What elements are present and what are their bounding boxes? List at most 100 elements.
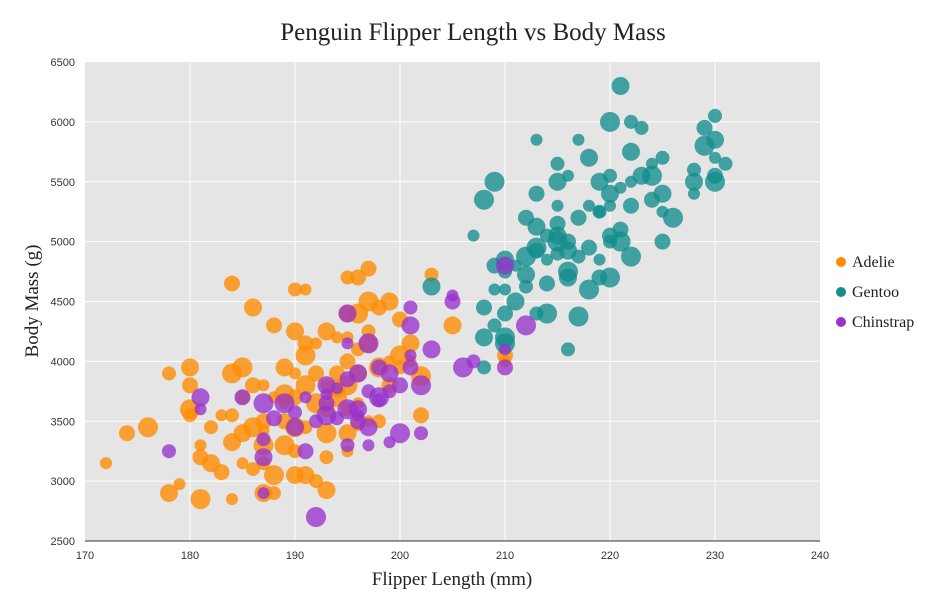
y-tick-label: 5500 (51, 177, 75, 189)
data-point-gentoo (562, 169, 574, 182)
data-point-gentoo (548, 172, 567, 191)
data-point-adelie (295, 345, 316, 366)
data-point-adelie (319, 450, 334, 465)
data-point-gentoo (488, 283, 501, 296)
data-point-adelie (245, 377, 261, 394)
data-point-chinstrap (362, 439, 375, 452)
data-point-chinstrap (358, 333, 379, 354)
data-point-adelie (119, 425, 135, 442)
data-point-gentoo (497, 305, 513, 322)
data-point-gentoo (685, 172, 703, 191)
data-point-gentoo (422, 277, 441, 296)
data-point-adelie (331, 331, 343, 344)
chart-title: Penguin Flipper Length vs Body Mass (280, 19, 665, 46)
data-point-gentoo (634, 120, 649, 135)
data-point-chinstrap (340, 438, 355, 453)
data-point-chinstrap (516, 315, 536, 336)
data-point-adelie (204, 420, 218, 435)
data-point-gentoo (621, 246, 641, 267)
data-point-gentoo (623, 197, 639, 214)
data-point-gentoo (593, 253, 606, 266)
data-point-gentoo (603, 168, 617, 183)
y-tick-label: 3500 (51, 416, 75, 428)
data-point-chinstrap (349, 400, 367, 419)
data-point-gentoo (579, 279, 599, 300)
data-point-adelie (244, 298, 262, 317)
data-point-gentoo (530, 133, 543, 146)
y-tick-label: 2500 (51, 536, 75, 548)
data-point-gentoo (561, 342, 575, 357)
data-point-chinstrap (444, 293, 461, 310)
data-point-gentoo (655, 150, 670, 165)
y-tick-label: 6500 (51, 57, 75, 69)
data-point-adelie (295, 375, 316, 396)
x-axis-title: Flipper Length (mm) (372, 569, 532, 590)
data-point-gentoo (642, 165, 662, 186)
data-point-chinstrap (349, 364, 367, 383)
data-point-gentoo (705, 171, 725, 192)
data-point-chinstrap (401, 316, 420, 335)
x-tick-label: 240 (811, 550, 829, 562)
data-point-adelie (266, 317, 282, 334)
data-point-chinstrap (288, 405, 302, 420)
data-point-gentoo (540, 228, 554, 243)
data-point-gentoo (475, 328, 493, 347)
data-point-gentoo (653, 184, 672, 203)
legend: Adelie Gentoo Chinstrap (836, 254, 914, 331)
data-point-chinstrap (306, 507, 326, 527)
data-point-gentoo (614, 181, 627, 194)
data-point-adelie (317, 481, 336, 500)
data-point-adelie (443, 316, 462, 335)
x-tick-label: 230 (706, 550, 724, 562)
data-point-chinstrap (382, 384, 397, 399)
data-point-gentoo (474, 189, 494, 210)
data-point-gentoo (663, 207, 683, 228)
data-point-adelie (317, 322, 336, 341)
data-point-adelie (226, 493, 238, 506)
data-point-chinstrap (253, 393, 274, 414)
data-point-gentoo (568, 306, 589, 327)
data-point-gentoo (583, 199, 595, 212)
data-point-gentoo (528, 185, 545, 202)
data-point-adelie (424, 267, 439, 282)
data-point-gentoo (601, 184, 619, 203)
data-point-chinstrap (299, 391, 312, 404)
data-point-gentoo (572, 133, 585, 146)
data-point-chinstrap (499, 343, 511, 356)
data-point-adelie (162, 366, 176, 381)
data-point-adelie (138, 417, 158, 438)
data-point-adelie (225, 408, 239, 423)
x-tick-label: 190 (286, 550, 304, 562)
data-point-adelie (190, 489, 211, 510)
data-point-chinstrap (297, 443, 314, 460)
data-point-gentoo (476, 299, 492, 316)
data-point-chinstrap (402, 359, 419, 376)
data-point-gentoo (706, 130, 724, 149)
data-point-gentoo (495, 327, 515, 348)
data-point-chinstrap (403, 300, 418, 315)
data-point-gentoo (467, 229, 480, 242)
data-point-chinstrap (359, 418, 378, 437)
data-point-adelie (299, 283, 312, 296)
data-point-adelie (286, 322, 304, 341)
data-point-gentoo (600, 111, 620, 132)
data-point-chinstrap (390, 423, 410, 444)
data-point-chinstrap (411, 375, 431, 396)
x-tick-label: 200 (391, 550, 409, 562)
data-point-gentoo (622, 142, 640, 161)
data-point-chinstrap (257, 487, 270, 500)
data-point-adelie (215, 409, 228, 422)
data-point-adelie (267, 486, 281, 501)
data-point-adelie (316, 423, 337, 444)
data-point-adelie (289, 367, 301, 380)
data-point-chinstrap (372, 393, 386, 408)
legend-label-gentoo: Gentoo (852, 284, 899, 301)
data-point-chinstrap (466, 354, 481, 369)
data-point-gentoo (506, 292, 525, 311)
data-point-chinstrap (404, 349, 417, 362)
data-point-adelie (413, 407, 429, 424)
data-point-adelie (310, 337, 322, 350)
tick-labels: 170 180 190 200 210 220 230 240 2500 3000 3500 4000… (51, 57, 830, 562)
data-point-adelie (264, 465, 284, 486)
data-point-adelie (339, 353, 356, 370)
